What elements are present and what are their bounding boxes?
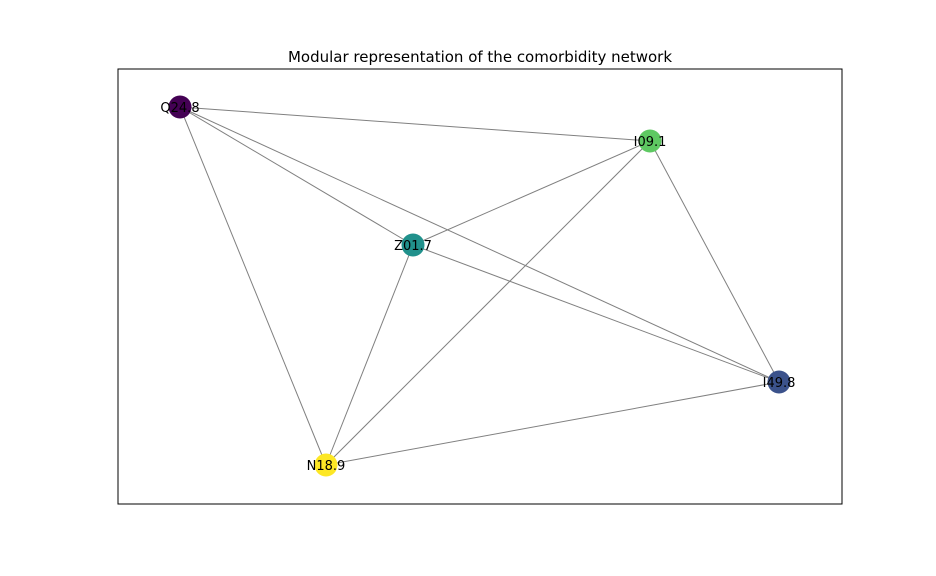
node-i49-8 [767,370,791,394]
node-label-i49-8: I49.8 [763,376,796,391]
plot-frame [117,68,843,505]
node-label-i09-1: I09.1 [634,135,667,150]
edge-q24-8-i49-8 [179,106,780,383]
edge-z01-7-n18-9 [325,244,414,466]
figure-title: Modular representation of the comorbidit… [287,48,673,66]
node-q24-8 [168,95,192,119]
edge-z01-7-i49-8 [412,244,780,383]
node-i09-1 [638,129,662,153]
nodes-layer [168,95,791,477]
edge-i09-1-z01-7 [412,140,651,246]
node-label-q24-8: Q24.8 [160,101,199,116]
edges-layer [179,106,780,466]
node-label-z01-7: Z01.7 [394,239,432,254]
edge-i09-1-i49-8 [649,140,780,383]
edge-q24-8-z01-7 [179,106,414,246]
edge-q24-8-i09-1 [179,106,651,142]
edge-i09-1-n18-9 [325,140,651,466]
edge-i49-8-n18-9 [325,381,780,466]
node-z01-7 [401,233,425,257]
labels-layer: Q24.8 I09.1 Z01.7 I49.8 N18.9 [160,101,795,474]
node-label-n18-9: N18.9 [307,459,346,474]
edge-q24-8-n18-9 [179,106,327,466]
node-n18-9 [314,453,338,477]
